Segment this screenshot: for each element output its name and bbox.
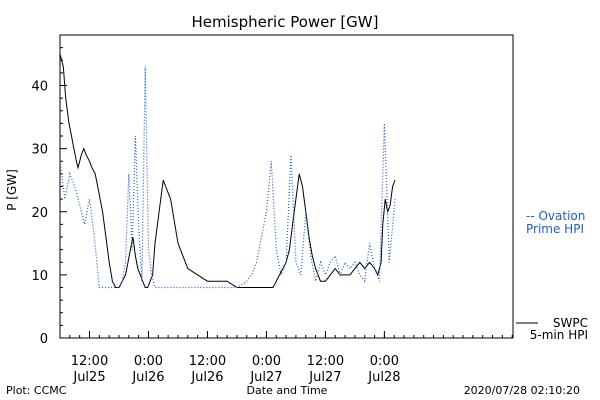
y-tick-label: 30 bbox=[31, 143, 48, 158]
x-tick-label-date: Jul26 bbox=[131, 370, 164, 385]
x-axis-label: Date and Time bbox=[247, 384, 328, 397]
plot-timestamp-label: 2020/07/28 02:10:20 bbox=[464, 384, 580, 397]
y-tick-label: 40 bbox=[31, 80, 48, 95]
x-tick-label-time: 12:00 bbox=[307, 354, 344, 369]
series-line-ovation bbox=[59, 66, 396, 289]
series-line-swpc bbox=[59, 53, 396, 288]
x-tick-label-time: 0:00 bbox=[252, 354, 281, 369]
x-tick-label-time: 12:00 bbox=[71, 354, 108, 369]
x-tick-label-time: 12:00 bbox=[189, 354, 226, 369]
y-axis-label: P [GW] bbox=[5, 169, 19, 211]
plot-frame bbox=[59, 34, 514, 339]
series-group bbox=[59, 53, 396, 289]
y-tick-label: 10 bbox=[31, 269, 48, 284]
legend-ovation-line1: -- Ovation bbox=[526, 209, 585, 223]
legend-swpc-line2: 5-min HPI bbox=[530, 328, 588, 342]
x-tick-label-date: Jul25 bbox=[72, 370, 105, 385]
legend-swpc-line1: SWPC bbox=[553, 316, 588, 330]
x-axis: 12:00Jul250:00Jul2612:00Jul260:00Jul2712… bbox=[59, 331, 513, 385]
plot-source-label: Plot: CCMC bbox=[6, 384, 67, 397]
x-tick-label-date: Jul27 bbox=[308, 370, 341, 385]
y-tick-label: 20 bbox=[31, 206, 48, 221]
x-tick-label-time: 0:00 bbox=[370, 354, 399, 369]
y-axis: 0 10 20 30 40 bbox=[31, 34, 67, 347]
x-tick-label-time: 0:00 bbox=[134, 354, 163, 369]
x-tick-label-date: Jul27 bbox=[249, 370, 282, 385]
x-tick-label-date: Jul26 bbox=[190, 370, 223, 385]
x-tick-label-date: Jul28 bbox=[367, 370, 400, 385]
legend-ovation-line2: Prime HPI bbox=[526, 222, 584, 236]
chart-title: Hemispheric Power [GW] bbox=[192, 13, 379, 31]
y-tick-label: 0 bbox=[40, 332, 48, 347]
